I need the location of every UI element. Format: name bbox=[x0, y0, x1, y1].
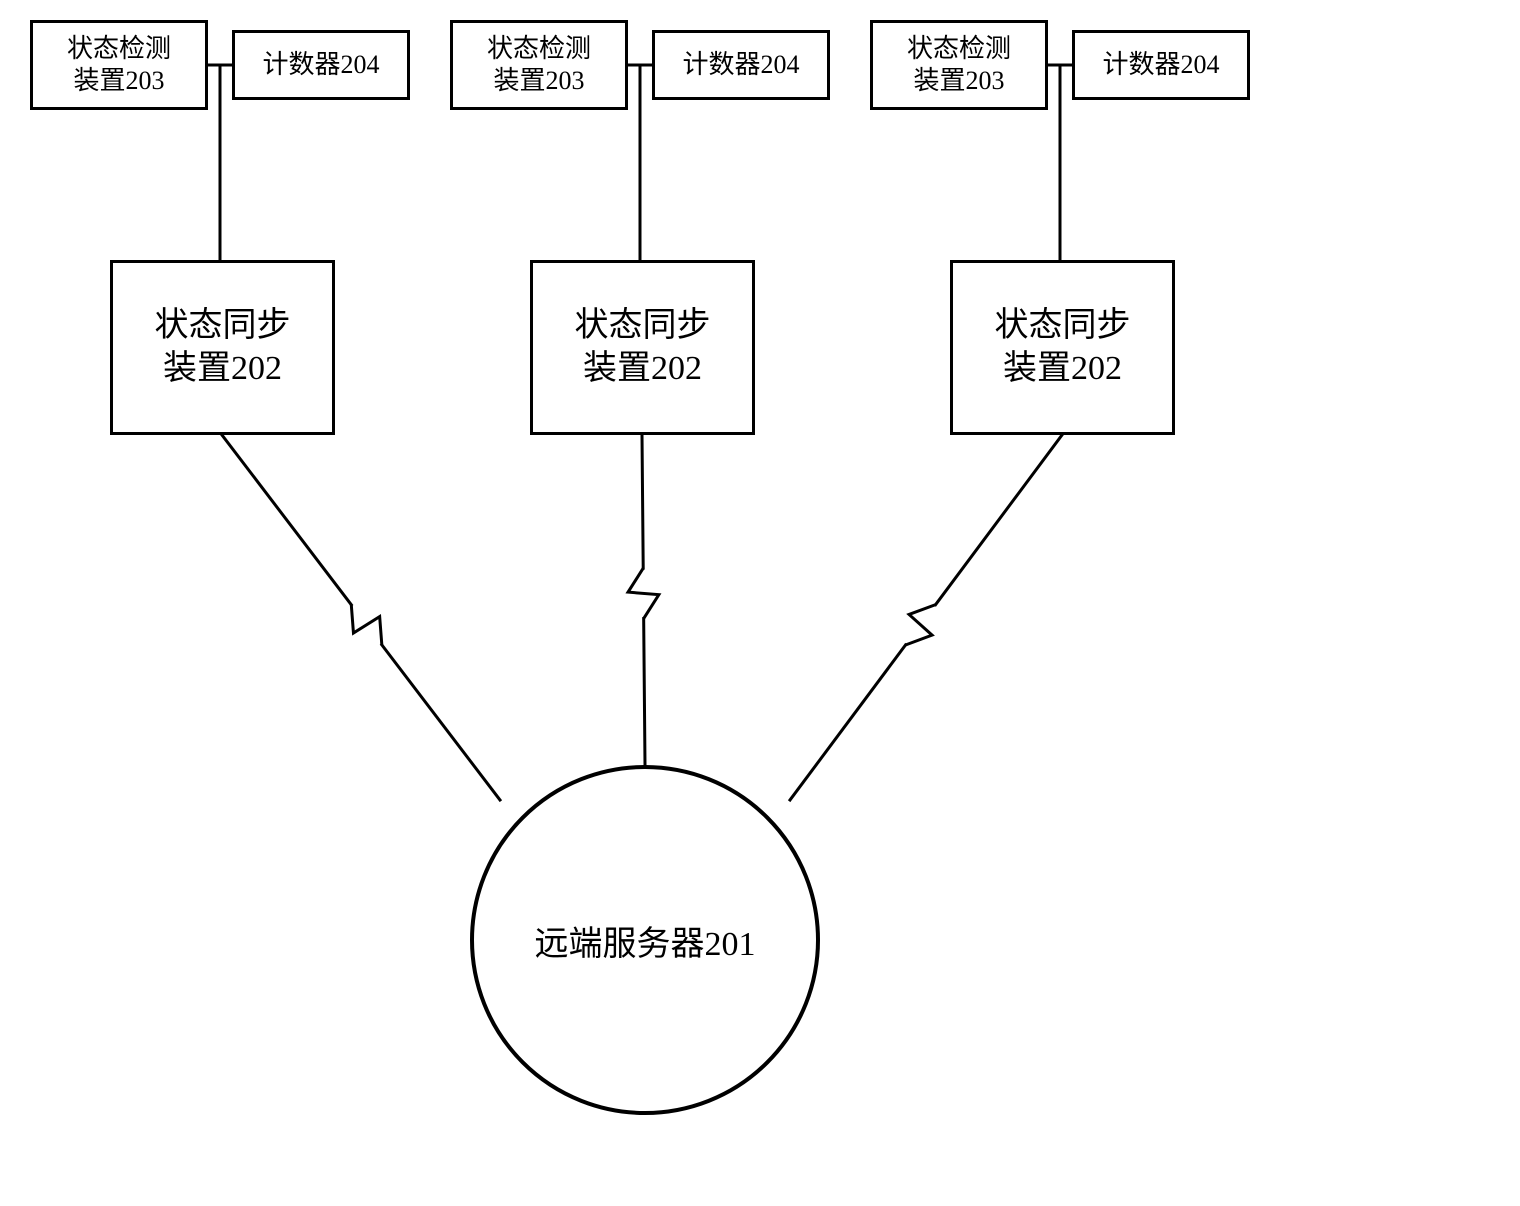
diagram-canvas: 状态检测装置203 计数器204 状态同步装置202 状态检测装置203 计数器… bbox=[0, 0, 1520, 1206]
detector-box-2: 状态检测装置203 bbox=[450, 20, 628, 110]
detector-label-2: 状态检测装置203 bbox=[487, 33, 591, 98]
counter-box-2: 计数器204 bbox=[652, 30, 830, 100]
counter-label-3: 计数器204 bbox=[1102, 49, 1219, 82]
counter-label-1: 计数器204 bbox=[262, 49, 379, 82]
server-circle: 远端服务器201 bbox=[470, 765, 820, 1115]
server-label: 远端服务器201 bbox=[535, 916, 756, 965]
detector-label-3: 状态检测装置203 bbox=[907, 33, 1011, 98]
sync-box-2: 状态同步装置202 bbox=[530, 260, 755, 435]
detector-box-1: 状态检测装置203 bbox=[30, 20, 208, 110]
sync-label-2: 状态同步装置202 bbox=[575, 305, 711, 390]
counter-box-1: 计数器204 bbox=[232, 30, 410, 100]
counter-label-2: 计数器204 bbox=[682, 49, 799, 82]
detector-box-3: 状态检测装置203 bbox=[870, 20, 1048, 110]
detector-label-1: 状态检测装置203 bbox=[67, 33, 171, 98]
sync-box-1: 状态同步装置202 bbox=[110, 260, 335, 435]
sync-label-3: 状态同步装置202 bbox=[995, 305, 1131, 390]
counter-box-3: 计数器204 bbox=[1072, 30, 1250, 100]
sync-box-3: 状态同步装置202 bbox=[950, 260, 1175, 435]
sync-label-1: 状态同步装置202 bbox=[155, 305, 291, 390]
